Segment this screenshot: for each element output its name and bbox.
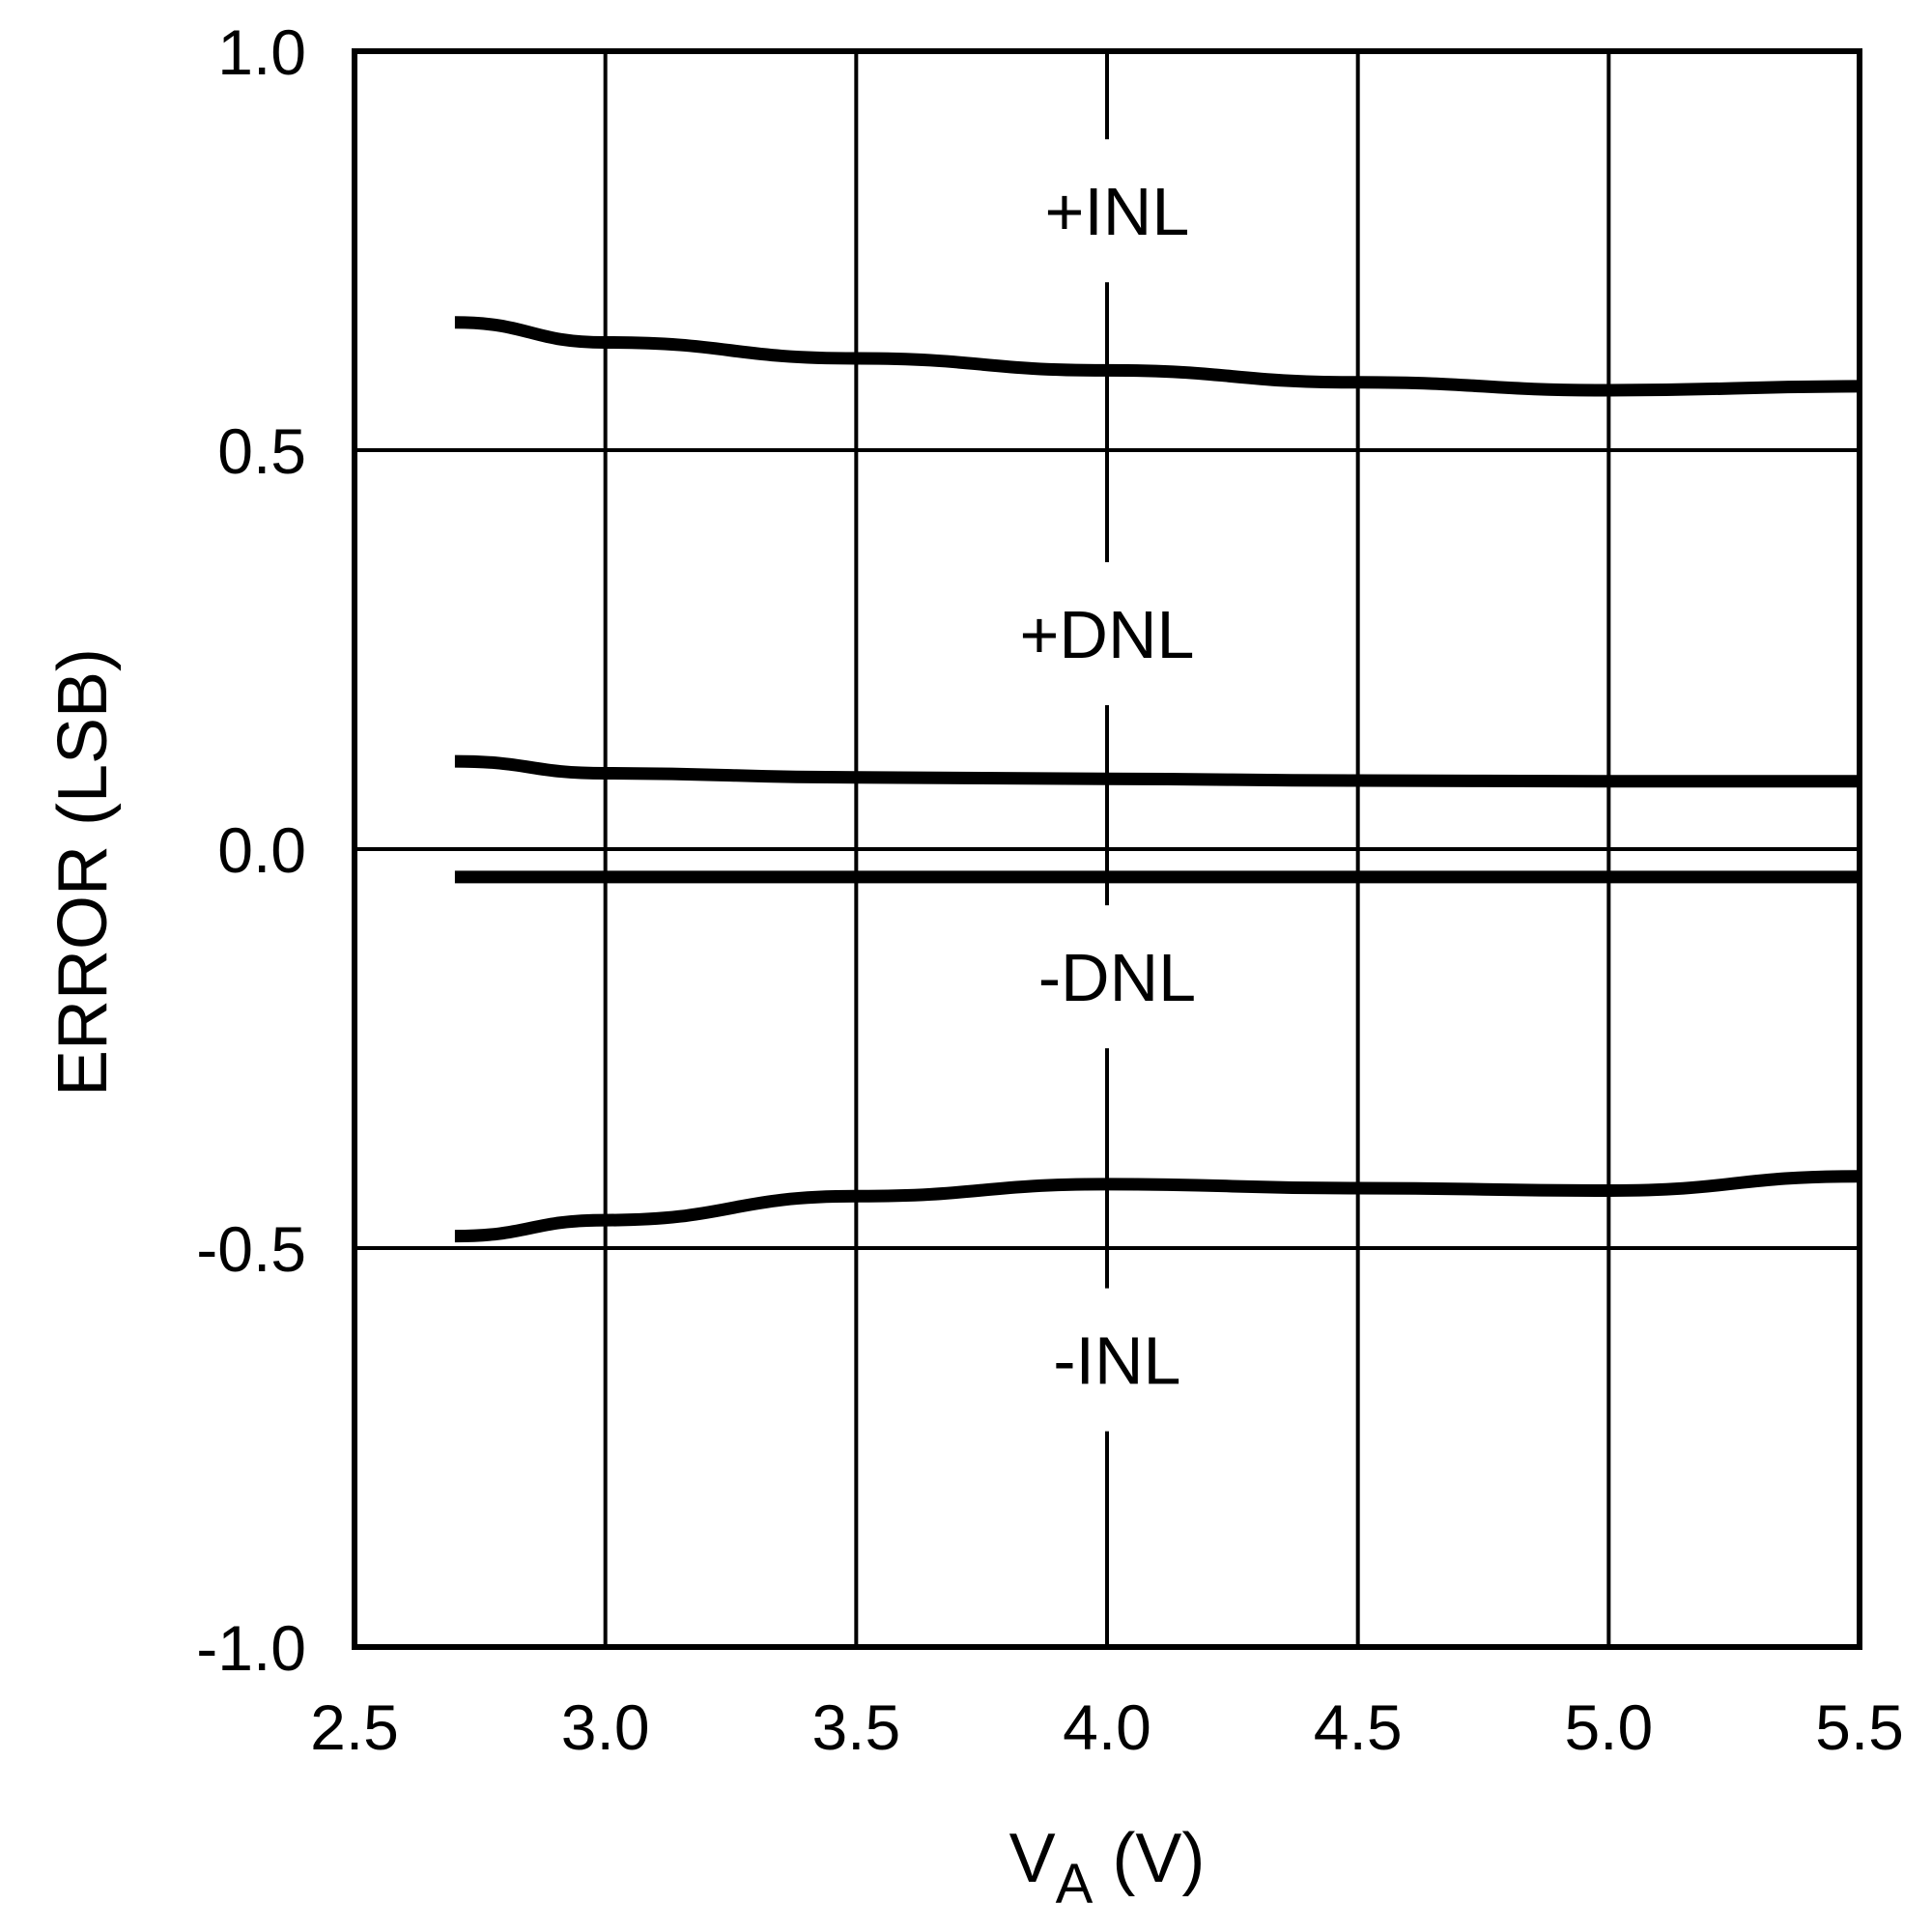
series-line-4 bbox=[454, 1170, 1861, 1243]
x-tick-label: 4.5 bbox=[1314, 1691, 1403, 1763]
series-line-1 bbox=[454, 316, 1861, 397]
y-tick-label: 0.0 bbox=[217, 814, 306, 886]
series-annotation: -INL bbox=[1053, 1323, 1180, 1399]
y-tick-label: -0.5 bbox=[196, 1213, 306, 1285]
annotation-background bbox=[1001, 139, 1234, 283]
series-annotation: +INL bbox=[1044, 174, 1189, 249]
series-layer bbox=[454, 316, 1861, 1243]
y-tick-label: 0.5 bbox=[217, 415, 306, 487]
x-tick-label: 4.0 bbox=[1063, 1691, 1151, 1763]
annotation-background bbox=[991, 561, 1223, 705]
x-tick-label: 2.5 bbox=[310, 1691, 399, 1763]
x-axis-label-unit: (V) bbox=[1093, 1820, 1205, 1897]
x-tick-label: 5.5 bbox=[1815, 1691, 1904, 1763]
x-tick-label: 3.5 bbox=[811, 1691, 900, 1763]
y-tick-labels: 1.0 0.5 0.0 -0.5 -1.0 bbox=[196, 16, 306, 1684]
x-tick-label: 3.0 bbox=[561, 1691, 650, 1763]
x-axis-label: VA (V) bbox=[1009, 1820, 1206, 1916]
y-tick-label: 1.0 bbox=[217, 16, 306, 88]
series-annotation: +DNL bbox=[1020, 597, 1195, 672]
annotation-layer: +INL +DNL -DNL -INL bbox=[991, 139, 1234, 1432]
annotation-background bbox=[1001, 905, 1234, 1049]
annotation-background bbox=[1001, 1288, 1234, 1432]
x-axis-label-main: V bbox=[1009, 1820, 1056, 1897]
series-line-2 bbox=[454, 754, 1860, 788]
y-axis-label: ERROR (LSB) bbox=[44, 648, 122, 1096]
series-annotation: -DNL bbox=[1038, 940, 1196, 1015]
y-tick-label: -1.0 bbox=[196, 1612, 306, 1684]
x-axis-label-subscript: A bbox=[1056, 1853, 1094, 1916]
x-tick-labels: 2.5 3.0 3.5 4.0 4.5 5.0 5.5 bbox=[310, 1691, 1904, 1763]
x-tick-label: 5.0 bbox=[1564, 1691, 1653, 1763]
plot-frame bbox=[352, 48, 1862, 1650]
